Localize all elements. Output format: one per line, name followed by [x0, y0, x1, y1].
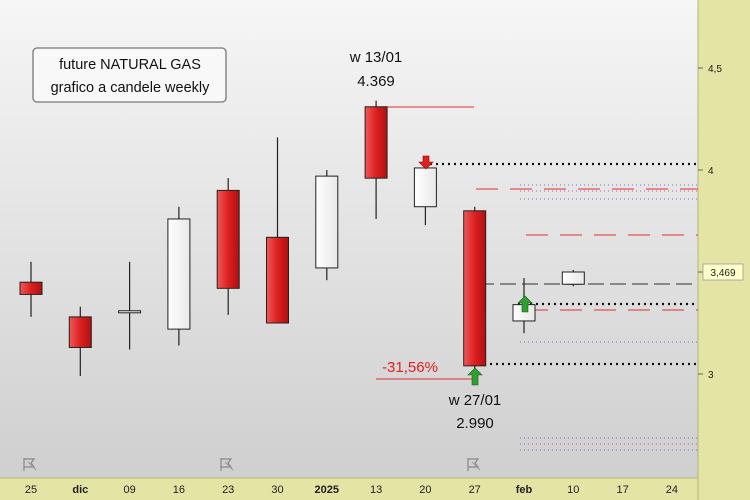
candle-body — [118, 310, 142, 314]
x-tick-label: 17 — [616, 484, 628, 496]
candle — [19, 261, 43, 317]
candle-body — [364, 106, 388, 179]
title-box: future NATURAL GAS grafico a candele wee… — [32, 47, 227, 103]
candle-body — [266, 236, 289, 324]
candle — [167, 206, 191, 346]
candle-body — [167, 218, 191, 330]
up-arrow-icon — [467, 367, 483, 386]
change-percent-label: -31,56% — [382, 359, 438, 376]
candle-body — [216, 189, 240, 289]
candle — [266, 137, 289, 324]
candle-body — [68, 316, 92, 348]
high-value-label: 4.369 — [357, 73, 395, 90]
chart-title-line-1: future NATURAL GAS — [59, 57, 201, 73]
flag-icon — [467, 458, 481, 471]
candle-body — [561, 271, 585, 285]
up-arrow-icon — [517, 295, 533, 313]
candles-group — [19, 100, 585, 377]
x-tick-label: 27 — [469, 484, 481, 496]
x-axis-panel — [0, 478, 698, 500]
low-week-label: w 27/01 — [448, 392, 502, 409]
reference-lines — [376, 106, 698, 451]
flag-icon — [23, 458, 37, 471]
high-week-label: w 13/01 — [349, 49, 403, 66]
candle — [68, 306, 92, 377]
candle — [315, 170, 339, 281]
x-tick-label: 25 — [25, 484, 37, 496]
current-price-badge: 3,469 — [702, 263, 744, 281]
candle — [216, 178, 240, 315]
x-tick-label: 13 — [370, 484, 382, 496]
y-tick-label: 4,5 — [708, 64, 722, 75]
y-tick-label: 4 — [708, 166, 714, 177]
candle — [561, 269, 585, 287]
x-tick-label: 24 — [666, 484, 678, 496]
candle-body — [463, 210, 487, 367]
x-axis-ticks: 25 dic 09 16 23 30 2025 13 20 27 feb 10 17 24 — [25, 484, 678, 496]
x-tick-label: 23 — [222, 484, 234, 496]
current-price-badge-frame — [702, 263, 744, 281]
x-tick-label: 09 — [123, 484, 135, 496]
x-tick-label: 30 — [271, 484, 283, 496]
chart-title-line-2: grafico a candele weekly — [51, 80, 211, 96]
down-arrow-icon — [418, 155, 434, 170]
candle — [463, 206, 487, 377]
y-axis-panel — [698, 0, 750, 500]
low-value-label: 2.990 — [456, 415, 494, 432]
x-tick-label: 2025 — [315, 484, 339, 496]
candle — [118, 261, 142, 350]
candle — [364, 100, 388, 219]
x-tick-label: dic — [72, 484, 88, 496]
x-tick-label: 20 — [419, 484, 431, 496]
x-tick-label: 10 — [567, 484, 579, 496]
current-price-label: 3,469 — [710, 268, 735, 279]
x-tick-label: 16 — [173, 484, 185, 496]
candle-body — [19, 281, 43, 295]
y-tick-label: 3 — [708, 370, 714, 381]
candle-body — [315, 175, 339, 269]
candle-body — [413, 167, 437, 208]
flag-icon — [220, 458, 234, 471]
x-tick-label: feb — [516, 484, 533, 496]
title-box-frame — [32, 47, 227, 103]
